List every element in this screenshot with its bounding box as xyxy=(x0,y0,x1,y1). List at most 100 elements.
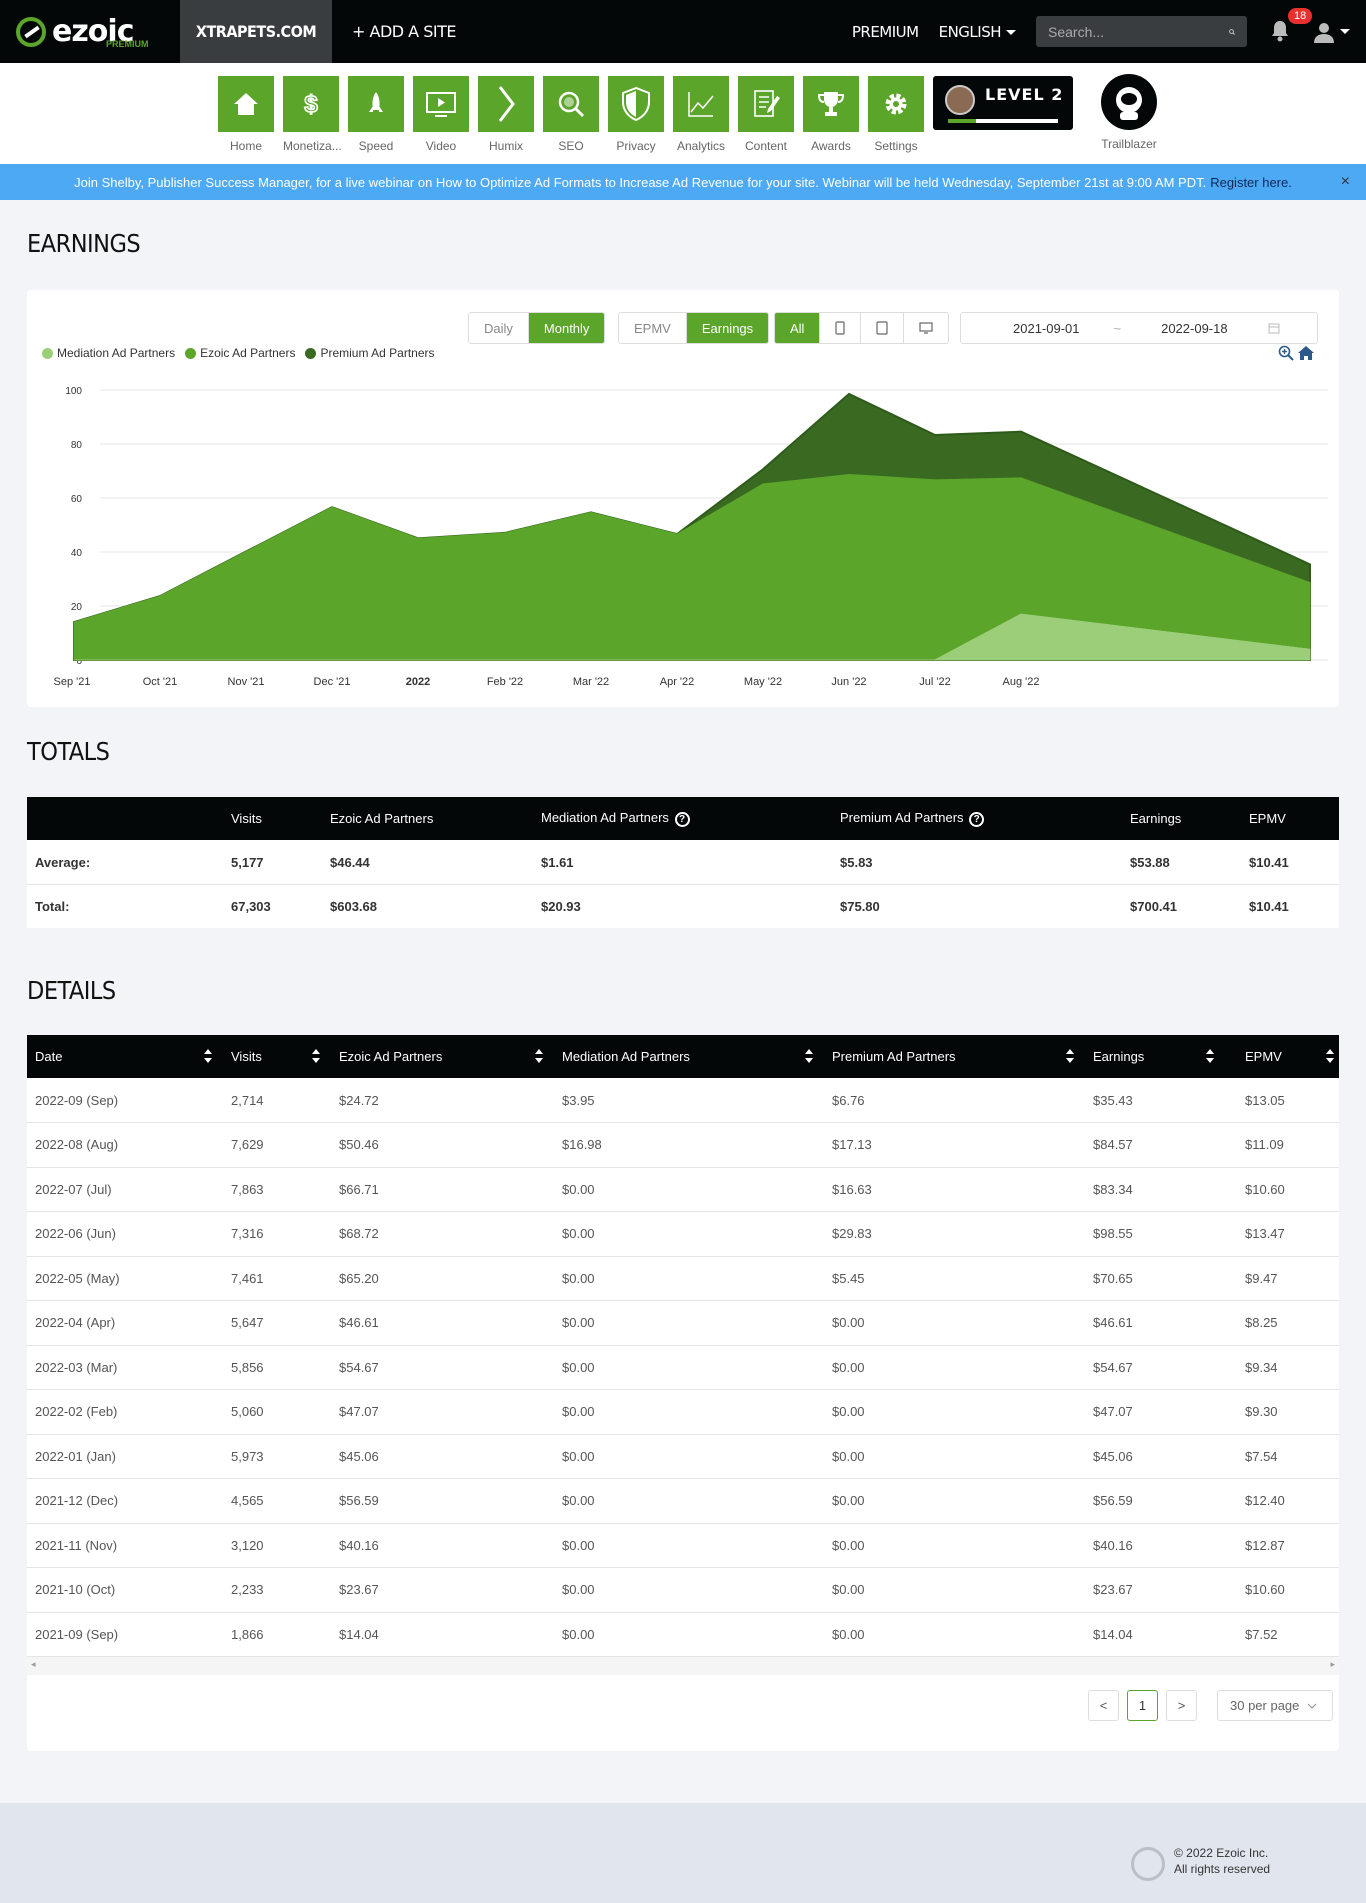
table-cell: $0.00 xyxy=(554,1478,824,1524)
scroll-left-icon[interactable]: ◂ xyxy=(31,1659,36,1669)
x-tick-label: Aug '22 xyxy=(1003,676,1040,688)
epmv-button[interactable]: EPMV xyxy=(619,313,687,343)
legend-mediation[interactable]: Mediation Ad Partners xyxy=(42,346,175,360)
legend-label: Premium Ad Partners xyxy=(320,346,435,360)
table-cell: $0.00 xyxy=(824,1389,1085,1435)
sort-date-header[interactable]: Date xyxy=(27,1035,223,1078)
help-icon[interactable]: ? xyxy=(969,811,985,827)
header-label: Visits xyxy=(231,811,262,826)
monthly-button[interactable]: Monthly xyxy=(528,313,605,343)
legend-premium[interactable]: Premium Ad Partners xyxy=(305,346,435,360)
sort-visits-header[interactable]: Visits xyxy=(223,1035,331,1078)
nav-seo[interactable]: SEO xyxy=(543,76,599,153)
previous-page-button[interactable]: < xyxy=(1088,1690,1119,1721)
nav-settings[interactable]: Settings xyxy=(868,76,924,153)
table-cell: $10.41 xyxy=(1241,840,1339,885)
table-cell: $0.00 xyxy=(554,1567,824,1613)
user-menu[interactable] xyxy=(1313,21,1350,43)
table-cell: $47.07 xyxy=(331,1389,554,1435)
date-end: 2022-09-18 xyxy=(1161,320,1228,336)
magnifier-icon xyxy=(558,91,585,118)
table-cell: 2022-08 (Aug) xyxy=(27,1122,223,1168)
trailblazer-badge[interactable]: Trailblazer xyxy=(1081,74,1177,151)
help-icon[interactable]: ? xyxy=(674,811,690,827)
x-tick-label: Sep '21 xyxy=(54,676,91,688)
horizontal-scrollbar[interactable]: ◂ ▸ xyxy=(27,1657,1339,1675)
y-tick-label: 60 xyxy=(71,494,83,505)
nav-label: SEO xyxy=(558,139,584,153)
nav-label: Speed xyxy=(358,139,394,153)
date-range-picker[interactable]: 2021-09-01 ~ 2022-09-18 xyxy=(960,312,1318,344)
sort-epmv-header[interactable]: EPMV xyxy=(1225,1035,1339,1078)
table-cell: 7,629 xyxy=(223,1122,331,1168)
home-icon xyxy=(234,93,258,115)
logo-text: ezoic xyxy=(52,14,134,49)
table-row: 2021-11 (Nov) 3,120 $40.16 $0.00 $0.00 $40.16… xyxy=(27,1523,1339,1568)
nav-privacy[interactable]: Privacy xyxy=(608,76,664,153)
calendar-icon xyxy=(1268,323,1280,334)
reset-zoom-home-icon[interactable] xyxy=(1297,345,1315,361)
notifications-button[interactable]: 18 xyxy=(1269,7,1313,45)
daily-button[interactable]: Daily xyxy=(469,313,529,343)
table-row: 2021-12 (Dec) 4,565 $56.59 $0.00 $0.00 $56.59… xyxy=(27,1478,1339,1524)
nav-content[interactable]: Content xyxy=(738,76,794,153)
sort-earnings-header[interactable]: Earnings xyxy=(1085,1035,1225,1078)
zoom-icon[interactable] xyxy=(1278,345,1294,361)
video-icon xyxy=(426,92,456,117)
search-icon[interactable] xyxy=(1229,26,1235,38)
nav-home[interactable]: Home xyxy=(218,76,274,153)
table-cell: $0.00 xyxy=(824,1523,1085,1568)
per-page-select[interactable]: 30 per page xyxy=(1217,1690,1333,1721)
header-label: Mediation Ad Partners xyxy=(562,1049,690,1064)
nav-speed[interactable]: Speed xyxy=(348,76,404,153)
language-dropdown[interactable]: ENGLISH xyxy=(939,23,1016,41)
totals-table: Visits Ezoic Ad Partners Mediation Ad Pa… xyxy=(27,797,1339,928)
table-cell: 2022-07 (Jul) xyxy=(27,1167,223,1212)
site-selector[interactable]: XTRAPETS.COM xyxy=(180,0,332,63)
language-label: ENGLISH xyxy=(938,22,1002,41)
legend-dot xyxy=(42,347,53,359)
table-cell: 2022-03 (Mar) xyxy=(27,1345,223,1390)
earnings-button[interactable]: Earnings xyxy=(686,313,769,343)
register-link[interactable]: Register here. xyxy=(1210,174,1292,190)
table-cell: $14.04 xyxy=(331,1612,554,1657)
nav-humix[interactable]: Humix xyxy=(478,76,534,153)
search-input[interactable] xyxy=(1048,23,1229,40)
column-header: Ezoic Ad Partners xyxy=(322,797,533,840)
nav-video[interactable]: Video xyxy=(413,76,469,153)
svg-text:$: $ xyxy=(304,91,318,118)
mobile-device-button[interactable] xyxy=(820,313,862,343)
level-label: LEVEL 2 xyxy=(985,85,1064,104)
desktop-device-button[interactable] xyxy=(904,313,948,343)
nav-awards[interactable]: Awards xyxy=(803,76,859,153)
next-page-button[interactable]: > xyxy=(1166,1690,1197,1721)
nav-label: Content xyxy=(744,139,788,153)
table-cell: 2022-09 (Sep) xyxy=(27,1078,223,1123)
scroll-right-icon[interactable]: ▸ xyxy=(1330,1659,1335,1669)
add-site-link[interactable]: + ADD A SITE xyxy=(352,22,456,41)
legend-ezoic[interactable]: Ezoic Ad Partners xyxy=(185,346,295,360)
all-devices-button[interactable]: All xyxy=(775,313,821,343)
header-label: Premium Ad Partners xyxy=(832,1049,956,1064)
level-badge[interactable]: LEVEL 2 xyxy=(933,76,1073,130)
nav-monetization[interactable]: $ Monetiza... xyxy=(283,76,342,153)
legend-dot xyxy=(305,347,317,359)
tablet-device-button[interactable] xyxy=(861,313,905,343)
nav-label: Awards xyxy=(811,139,851,153)
metric-toggle: EPMV Earnings xyxy=(618,312,770,344)
sort-premium-header[interactable]: Premium Ad Partners xyxy=(824,1035,1085,1078)
gear-icon xyxy=(885,93,907,115)
ezoic-logo[interactable]: ezoic PREMIUM xyxy=(0,0,180,63)
premium-link[interactable]: PREMIUM xyxy=(851,22,919,41)
header-label: Visits xyxy=(231,1049,262,1064)
sort-ezoic-header[interactable]: Ezoic Ad Partners xyxy=(331,1035,554,1078)
sort-icon xyxy=(1066,1049,1074,1063)
logo-mark-icon xyxy=(16,16,46,47)
table-cell: $65.20 xyxy=(331,1256,554,1301)
page-1-button[interactable]: 1 xyxy=(1127,1690,1158,1721)
close-icon[interactable]: × xyxy=(1340,173,1350,190)
sort-mediation-header[interactable]: Mediation Ad Partners xyxy=(554,1035,824,1078)
y-tick-label: 100 xyxy=(65,386,82,397)
nav-analytics[interactable]: Analytics xyxy=(673,76,729,153)
chevron-right-icon xyxy=(498,86,515,122)
